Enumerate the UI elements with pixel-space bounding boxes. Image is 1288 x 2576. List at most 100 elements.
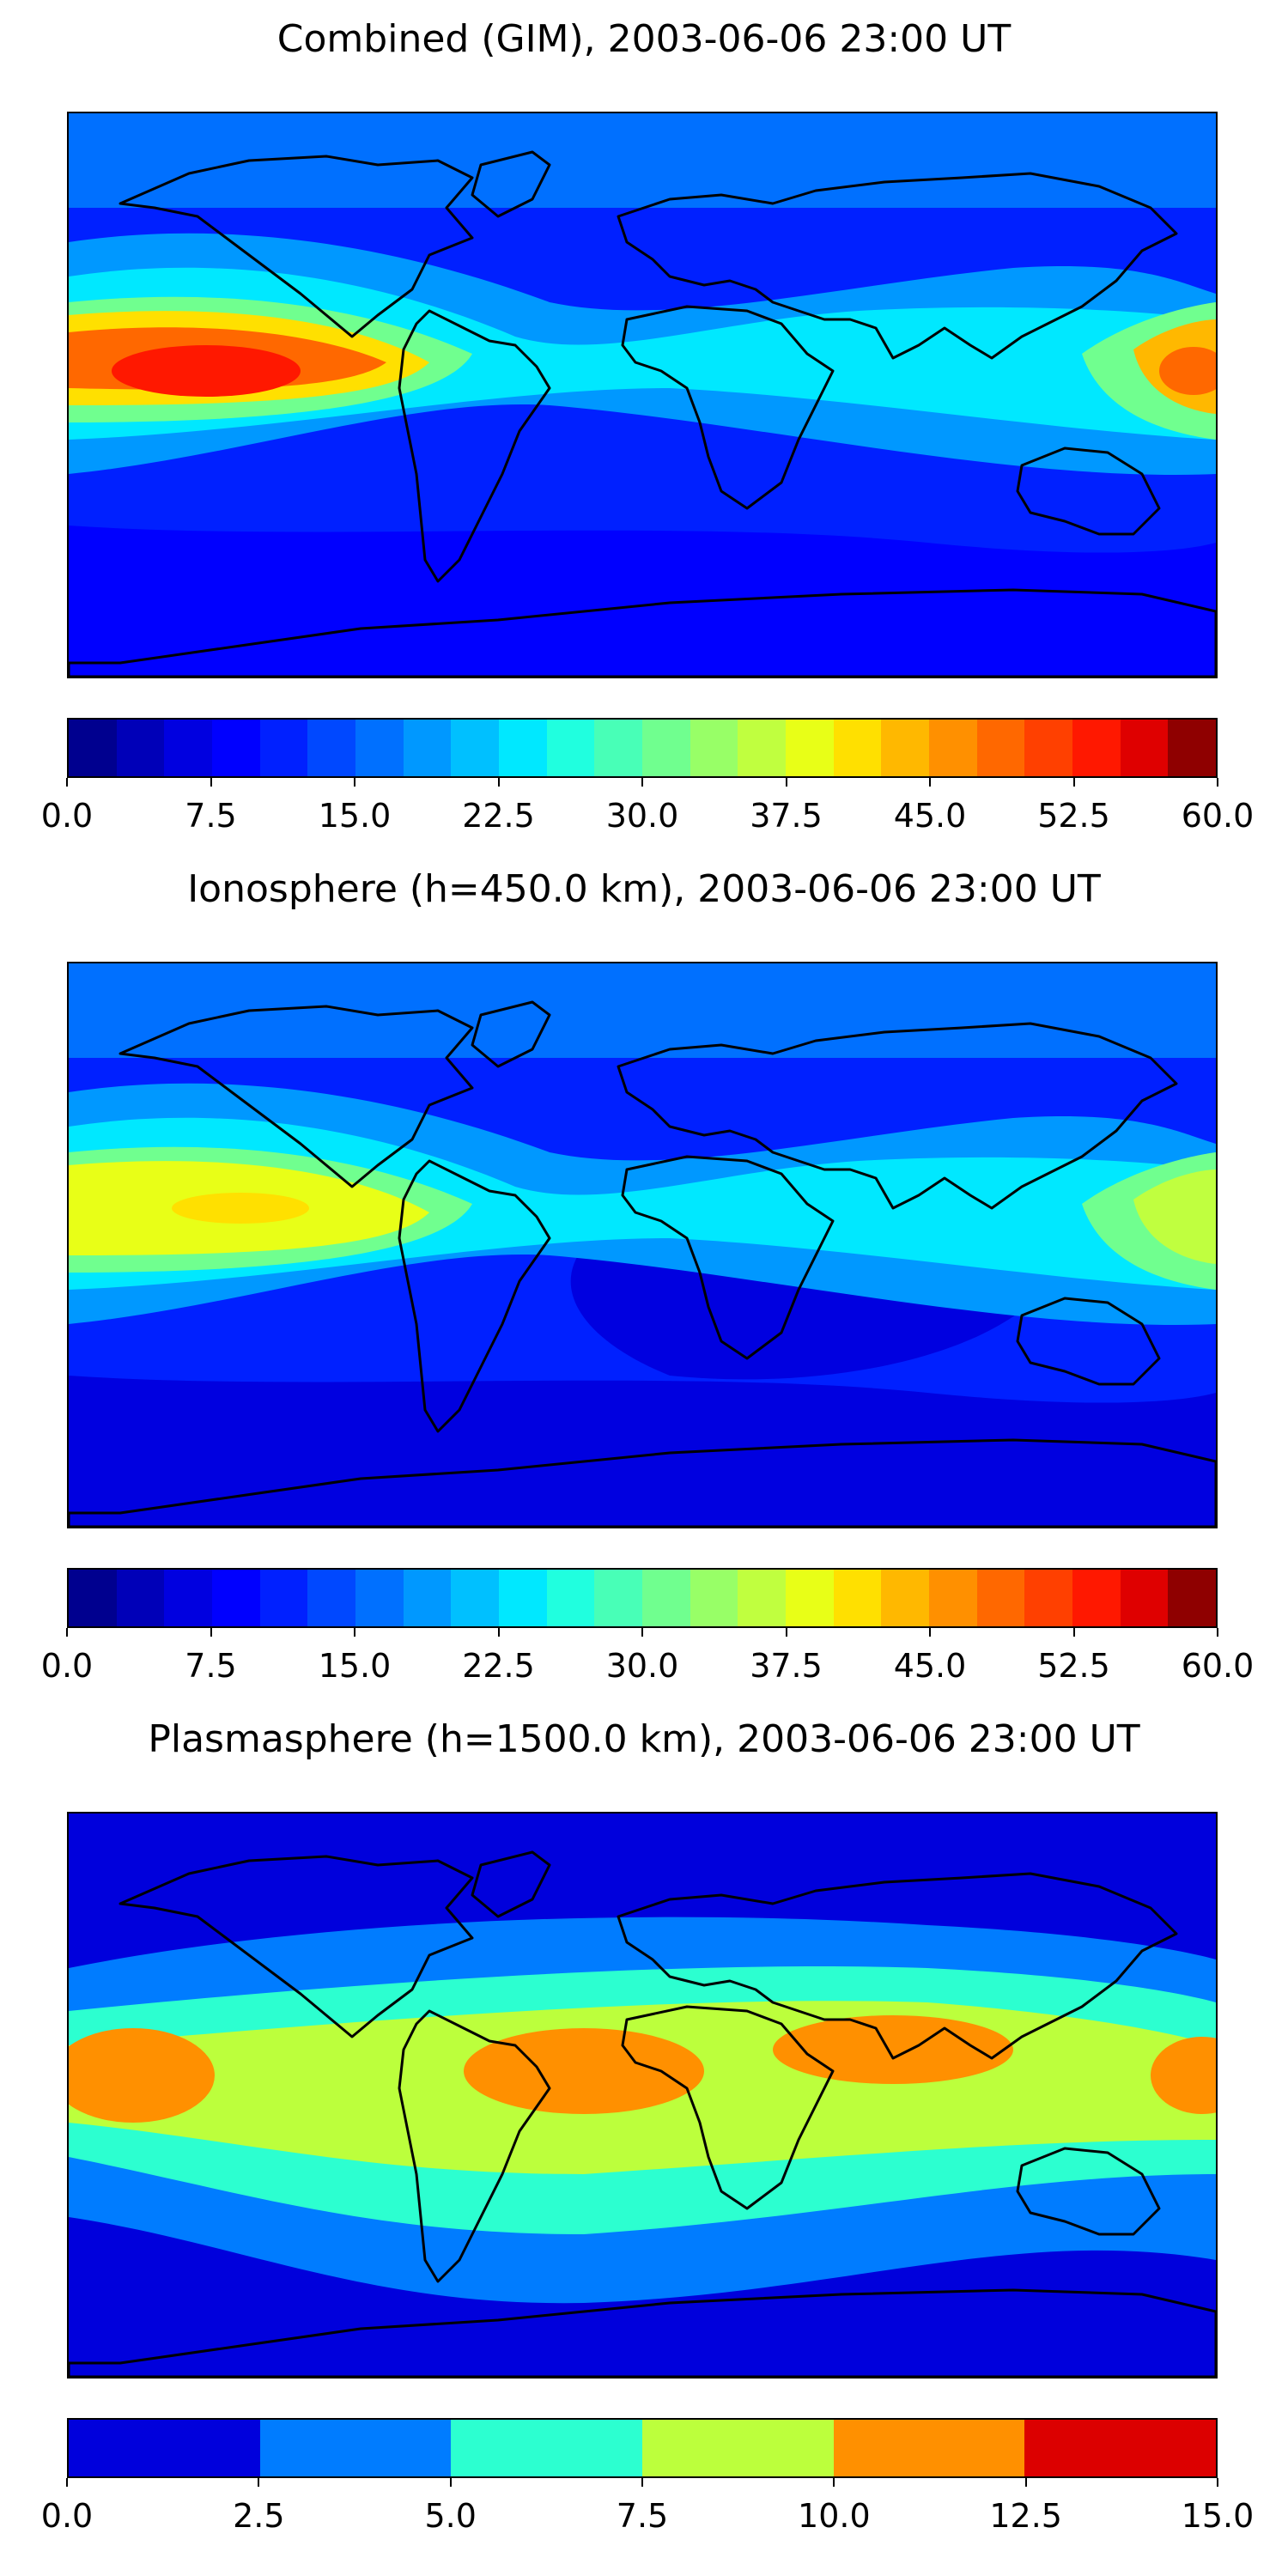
coastline (621, 2005, 835, 2210)
colorbar-segment (499, 720, 547, 776)
tec-map-combined (67, 112, 1218, 678)
colorbar-tick-label: 7.5 (185, 1647, 237, 1685)
colorbar-tick-label: 45.0 (893, 797, 967, 835)
colorbar-segment (1072, 1570, 1121, 1626)
colorbar-segment (833, 1570, 882, 1626)
coastline (69, 1438, 1216, 1527)
colorbar-tick (1217, 1628, 1218, 1637)
colorbar-segment (403, 1570, 452, 1626)
panel-title: Ionosphere (h=450.0 km), 2003-06-06 23:0… (187, 867, 1101, 911)
coastline (1016, 1297, 1161, 1386)
colorbar-segment (69, 2420, 260, 2476)
colorbar-segment (212, 720, 260, 776)
colorbar-tick (1072, 778, 1075, 787)
colorbar-segment (259, 720, 308, 776)
coastline (69, 2288, 1216, 2377)
panel-title: Plasmasphere (h=1500.0 km), 2003-06-06 2… (148, 1717, 1140, 1761)
colorbar-segment (929, 720, 977, 776)
colorbar-tick (1024, 2478, 1027, 2487)
colorbar-segment (116, 720, 165, 776)
colorbar-tick-label: 60.0 (1181, 1647, 1255, 1685)
colorbar-segment (546, 1570, 595, 1626)
coastline (617, 1872, 1178, 2060)
colorbar-segment (259, 2420, 452, 2476)
colorbar-segment (833, 720, 882, 776)
colorbar-tick (1217, 778, 1218, 787)
colorbar-tick-label: 2.5 (233, 2497, 285, 2535)
panel-title: Combined (GIM), 2003-06-06 23:00 UT (276, 17, 1012, 61)
colorbar-segment (259, 1570, 308, 1626)
colorbar-tick (258, 2478, 260, 2487)
colorbar-segment (355, 720, 404, 776)
colorbar-tick (497, 778, 500, 787)
colorbar-tick-label: 7.5 (185, 797, 237, 835)
colorbar-segment (1120, 720, 1169, 776)
colorbar-segment (1072, 720, 1121, 776)
colorbar (67, 2418, 1218, 2478)
contour-band (172, 1193, 309, 1224)
colorbar-tick (354, 1628, 355, 1637)
colorbar-segment (1168, 720, 1217, 776)
colorbar-segment (786, 720, 834, 776)
colorbar-tick (1217, 2478, 1218, 2487)
contour-band (69, 963, 1216, 1058)
coastline (398, 1159, 551, 1433)
coastline (398, 2009, 551, 2283)
panel-ionosphere: Ionosphere (h=450.0 km), 2003-06-06 23:0… (0, 850, 1288, 1709)
colorbar-tick (66, 1628, 68, 1637)
coastline (621, 305, 835, 510)
colorbar-tick-label: 0.0 (40, 797, 94, 835)
colorbar-segment (1024, 720, 1073, 776)
contour-band (1133, 1170, 1216, 1264)
panel-plasmasphere: Plasmasphere (h=1500.0 km), 2003-06-06 2… (0, 1700, 1288, 2559)
colorbar-tick (497, 1628, 500, 1637)
colorbar-segment (738, 1570, 787, 1626)
colorbar-segment (69, 1570, 117, 1626)
colorbar-segment (833, 2420, 1025, 2476)
colorbar-segment (1024, 1570, 1073, 1626)
colorbar-tick (641, 778, 643, 787)
colorbar-tick-label: 45.0 (893, 1647, 967, 1685)
coastline (118, 155, 474, 338)
colorbar-segment (976, 720, 1025, 776)
contour-band (69, 1376, 1216, 1527)
colorbar-tick-label: 10.0 (798, 2497, 871, 2535)
world-map (69, 1814, 1216, 2377)
colorbar-tick (833, 2478, 835, 2487)
coastline (471, 1850, 551, 1918)
colorbar-segment (594, 1570, 643, 1626)
coastline (471, 1000, 551, 1068)
colorbar-segment (451, 2420, 643, 2476)
colorbar-segment (690, 1570, 738, 1626)
contour-band (69, 2028, 215, 2123)
contour-band (1159, 347, 1216, 395)
colorbar-segment (1024, 2420, 1217, 2476)
colorbar-tick-label: 52.5 (1037, 797, 1110, 835)
colorbar-segment (451, 720, 500, 776)
coastline (617, 1022, 1178, 1210)
colorbar-tick-label: 15.0 (318, 1647, 392, 1685)
colorbar-segment (881, 1570, 930, 1626)
colorbar-segment (1168, 1570, 1217, 1626)
colorbar-tick (210, 1628, 212, 1637)
colorbar-tick-label: 22.5 (462, 1647, 535, 1685)
colorbar-segment (499, 1570, 547, 1626)
colorbar-segment (594, 720, 643, 776)
colorbar-segment (307, 1570, 356, 1626)
colorbar-segment (976, 1570, 1025, 1626)
colorbar-tick (1072, 1628, 1075, 1637)
colorbar-segment (403, 720, 452, 776)
colorbar-segment (1120, 1570, 1169, 1626)
colorbar-segment (116, 1570, 165, 1626)
colorbar-tick (785, 1628, 787, 1637)
colorbar-tick (210, 778, 212, 787)
coastline (1016, 2147, 1161, 2236)
contour-band (69, 526, 1216, 677)
colorbar-segment (164, 720, 213, 776)
colorbar-tick-label: 5.0 (424, 2497, 477, 2535)
colorbar-tick-label: 37.5 (750, 797, 823, 835)
colorbar-tick-label: 52.5 (1037, 1647, 1110, 1685)
coastline (617, 172, 1178, 360)
colorbar-tick-label: 15.0 (318, 797, 392, 835)
colorbar-segment (451, 1570, 500, 1626)
